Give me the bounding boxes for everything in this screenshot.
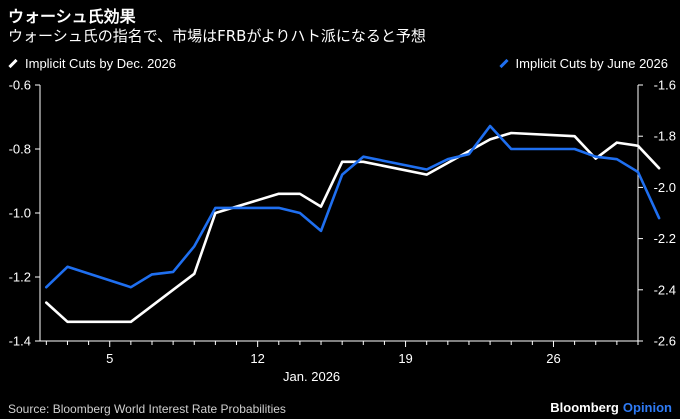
chart-title: ウォーシュ氏効果: [8, 7, 136, 26]
y-left-tick-label: -1.4: [9, 334, 31, 349]
y-right-tick-label: -2.6: [654, 334, 676, 349]
y-left-tick-label: -1.2: [9, 270, 31, 285]
y-left-tick-label: -0.8: [9, 142, 31, 157]
y-right-tick-label: -2.0: [654, 180, 676, 195]
legend-label-june-2026: Implicit Cuts by June 2026: [515, 56, 668, 71]
y-right-tick-label: -1.6: [654, 78, 676, 93]
legend-item-june-2026: Implicit Cuts by June 2026: [498, 56, 668, 71]
y-right-tick-label: -1.8: [654, 129, 676, 144]
brand-logo: Bloomberg Opinion: [550, 400, 672, 415]
source-note: Source: Bloomberg World Interest Rate Pr…: [8, 402, 286, 416]
x-tick-label: 26: [546, 351, 560, 366]
legend-label-dec-2026: Implicit Cuts by Dec. 2026: [25, 56, 177, 71]
y-right-tick-label: -2.4: [654, 282, 676, 297]
x-tick-label: 12: [250, 351, 264, 366]
legend-item-dec-2026: Implicit Cuts by Dec. 2026: [8, 56, 176, 71]
series-line-dec-2026: [44, 131, 661, 324]
y-left-tick-label: -0.6: [9, 78, 31, 93]
brand-name: Bloomberg: [550, 400, 619, 415]
y-left-tick-label: -1.0: [9, 206, 31, 221]
series-line-june-2026: [44, 124, 661, 289]
chart-subtitle: ウォーシュ氏の指名で、市場はFRBがよりハト派になると予想: [8, 27, 426, 45]
x-tick-label: 5: [106, 351, 113, 366]
y-right-tick-label: -2.2: [654, 231, 676, 246]
brand-opinion: Opinion: [622, 400, 672, 415]
x-axis-label: Jan. 2026: [283, 369, 340, 384]
x-tick-label: 19: [398, 351, 412, 366]
